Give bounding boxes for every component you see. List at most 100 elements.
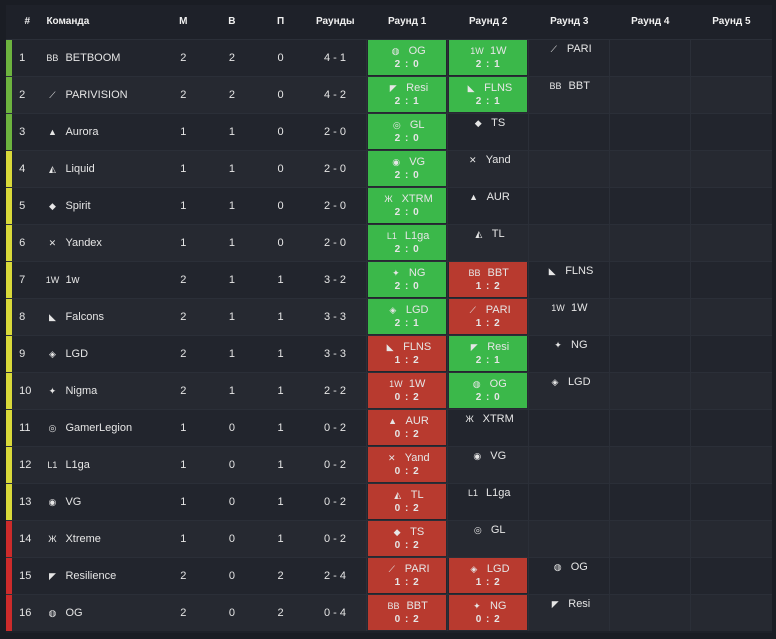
round-cell[interactable]: ✦ NG: [528, 334, 610, 372]
round-cell[interactable]: ◭ TL: [447, 223, 529, 261]
round-cell[interactable]: ◎ GL: [447, 519, 529, 557]
match-result[interactable]: ◤ Resi 2 : 1: [368, 77, 447, 112]
round-cell[interactable]: L1 L1ga 2 : 0: [366, 223, 448, 261]
match-result[interactable]: ◎ GL 2 : 0: [368, 114, 447, 149]
round-cell[interactable]: ▲ AUR 0 : 2: [366, 408, 448, 446]
team-cell[interactable]: ◣ Falcons: [40, 297, 160, 335]
match-result[interactable]: ◉ VG 2 : 0: [368, 151, 447, 186]
round-cell[interactable]: 1W 1W 2 : 1: [447, 38, 529, 76]
match-result[interactable]: ◤ Resi: [530, 595, 608, 630]
table-row[interactable]: 1 ВВ BETBOOM 2 2 0 4 - 1 ◍ OG 2 : 0 1W 1W 2 : 1 …: [6, 38, 772, 76]
round-cell[interactable]: 1W 1W 0 : 2: [366, 371, 448, 409]
match-result[interactable]: ◉ VG: [449, 447, 527, 482]
round-cell[interactable]: ◍ OG 2 : 0: [447, 371, 529, 409]
team-cell[interactable]: ◆ Spirit: [40, 186, 160, 224]
match-result[interactable]: ⟋ PARI: [530, 40, 608, 75]
match-result[interactable]: ВВ BBT: [530, 77, 608, 112]
round-cell[interactable]: ◤ Resi 2 : 1: [366, 75, 448, 113]
match-result[interactable]: ✦ NG 0 : 2: [449, 595, 528, 631]
round-cell[interactable]: 1W 1W: [528, 297, 610, 335]
round-cell[interactable]: ◣ FLNS: [528, 260, 610, 298]
round-cell[interactable]: ◣ FLNS 1 : 2: [366, 334, 448, 372]
match-result[interactable]: ✦ NG 2 : 0: [368, 262, 447, 297]
table-row[interactable]: 5 ◆ Spirit 1 1 0 2 - 0 Ж XTRM 2 : 0 ▲ AUR: [6, 186, 772, 224]
round-cell[interactable]: ⟋ PARI 1 : 2: [366, 556, 448, 594]
match-result[interactable]: ⟋ PARI 1 : 2: [449, 299, 528, 334]
match-result[interactable]: ВВ BBT 1 : 2: [449, 262, 528, 297]
match-result[interactable]: Ж XTRM 2 : 0: [368, 188, 447, 223]
team-cell[interactable]: ВВ BETBOOM: [40, 38, 160, 76]
round-cell[interactable]: ◤ Resi 2 : 1: [447, 334, 529, 372]
match-result[interactable]: Ж XTRM: [449, 410, 527, 445]
match-result[interactable]: ⟋ PARI 1 : 2: [368, 558, 447, 593]
match-result[interactable]: ◣ FLNS: [530, 262, 608, 297]
round-cell[interactable]: ▲ AUR: [447, 186, 529, 224]
team-cell[interactable]: ◎ GamerLegion: [40, 408, 160, 446]
team-cell[interactable]: ▲ Aurora: [40, 112, 160, 150]
match-result[interactable]: ✕ Yand: [449, 151, 527, 186]
round-cell[interactable]: ✦ NG 0 : 2: [447, 593, 529, 631]
round-cell[interactable]: ◉ VG 2 : 0: [366, 149, 448, 187]
round-cell[interactable]: Ж XTRM 2 : 0: [366, 186, 448, 224]
round-cell[interactable]: ◤ Resi: [528, 593, 610, 631]
match-result[interactable]: ◈ LGD 2 : 1: [368, 299, 447, 334]
table-row[interactable]: 10 ✦ Nigma 2 1 1 2 - 2 1W 1W 0 : 2 ◍ OG 2 : 0 ◈ L…: [6, 371, 772, 409]
match-result[interactable]: ✦ NG: [530, 336, 608, 371]
match-result[interactable]: ◍ OG 2 : 0: [368, 40, 447, 75]
table-row[interactable]: 6 ✕ Yandex 1 1 0 2 - 0 L1 L1ga 2 : 0 ◭ TL: [6, 223, 772, 261]
table-row[interactable]: 4 ◭ Liquid 1 1 0 2 - 0 ◉ VG 2 : 0 ✕ Yand: [6, 149, 772, 187]
match-result[interactable]: ◣ FLNS 2 : 1: [449, 77, 528, 112]
round-cell[interactable]: ◈ LGD 2 : 1: [366, 297, 448, 335]
team-cell[interactable]: ✕ Yandex: [40, 223, 160, 261]
match-result[interactable]: ▲ AUR: [449, 188, 527, 223]
table-row[interactable]: 8 ◣ Falcons 2 1 1 3 - 3 ◈ LGD 2 : 1 ⟋ PARI 1 : 2…: [6, 297, 772, 335]
match-result[interactable]: ▲ AUR 0 : 2: [368, 410, 447, 445]
match-result[interactable]: 1W 1W: [530, 299, 608, 334]
team-cell[interactable]: ◤ Resilience: [40, 556, 160, 594]
team-cell[interactable]: 1W 1w: [40, 260, 160, 298]
round-cell[interactable]: ⟋ PARI: [528, 38, 610, 76]
table-row[interactable]: 2 ⟋ PARIVISION 2 2 0 4 - 2 ◤ Resi 2 : 1 ◣ FLNS 2…: [6, 75, 772, 113]
match-result[interactable]: ◈ LGD: [530, 373, 608, 408]
table-row[interactable]: 11 ◎ GamerLegion 1 0 1 0 - 2 ▲ AUR 0 : 2 Ж XTRM: [6, 408, 772, 446]
round-cell[interactable]: ◎ GL 2 : 0: [366, 112, 448, 150]
table-row[interactable]: 9 ◈ LGD 2 1 1 3 - 3 ◣ FLNS 1 : 2 ◤ Resi 2 : 1 ✦ N…: [6, 334, 772, 372]
round-cell[interactable]: ◍ OG: [528, 556, 610, 594]
round-cell[interactable]: ✕ Yand: [447, 149, 529, 187]
team-cell[interactable]: ✦ Nigma: [40, 371, 160, 409]
match-result[interactable]: ◈ LGD 1 : 2: [449, 558, 528, 593]
team-cell[interactable]: ◍ OG: [40, 593, 160, 631]
table-row[interactable]: 15 ◤ Resilience 2 0 2 2 - 4 ⟋ PARI 1 : 2 ◈ LGD 1…: [6, 556, 772, 594]
team-cell[interactable]: ◉ VG: [40, 482, 160, 520]
round-cell[interactable]: ◍ OG 2 : 0: [366, 38, 448, 76]
match-result[interactable]: L1 L1ga: [449, 484, 527, 519]
match-result[interactable]: ◆ TS: [449, 114, 527, 149]
match-result[interactable]: 1W 1W 0 : 2: [368, 373, 447, 408]
round-cell[interactable]: ◈ LGD 1 : 2: [447, 556, 529, 594]
team-cell[interactable]: ◈ LGD: [40, 334, 160, 372]
round-cell[interactable]: Ж XTRM: [447, 408, 529, 446]
table-row[interactable]: 12 L1 L1ga 1 0 1 0 - 2 ✕ Yand 0 : 2 ◉ VG: [6, 445, 772, 483]
match-result[interactable]: ✕ Yand 0 : 2: [368, 447, 447, 482]
table-row[interactable]: 14 Ж Xtreme 1 0 1 0 - 2 ◆ TS 0 : 2 ◎ GL: [6, 519, 772, 557]
round-cell[interactable]: ⟋ PARI 1 : 2: [447, 297, 529, 335]
match-result[interactable]: ВВ BBT 0 : 2: [368, 595, 447, 631]
match-result[interactable]: 1W 1W 2 : 1: [449, 40, 528, 75]
round-cell[interactable]: ◭ TL 0 : 2: [366, 482, 448, 520]
round-cell[interactable]: ВВ BBT 0 : 2: [366, 593, 448, 631]
table-row[interactable]: 7 1W 1w 2 1 1 3 - 2 ✦ NG 2 : 0 ВВ BBT 1 : 2 ◣ FLN…: [6, 260, 772, 298]
round-cell[interactable]: ◈ LGD: [528, 371, 610, 409]
team-cell[interactable]: L1 L1ga: [40, 445, 160, 483]
match-result[interactable]: L1 L1ga 2 : 0: [368, 225, 447, 260]
team-cell[interactable]: Ж Xtreme: [40, 519, 160, 557]
match-result[interactable]: ◭ TL 0 : 2: [368, 484, 447, 519]
match-result[interactable]: ◣ FLNS 1 : 2: [368, 336, 447, 371]
round-cell[interactable]: L1 L1ga: [447, 482, 529, 520]
table-row[interactable]: 13 ◉ VG 1 0 1 0 - 2 ◭ TL 0 : 2 L1 L1ga: [6, 482, 772, 520]
round-cell[interactable]: ◆ TS: [447, 112, 529, 150]
table-row[interactable]: 16 ◍ OG 2 0 2 0 - 4 ВВ BBT 0 : 2 ✦ NG 0 : 2 ◤ Res…: [6, 593, 772, 631]
round-cell[interactable]: ✦ NG 2 : 0: [366, 260, 448, 298]
round-cell[interactable]: ◉ VG: [447, 445, 529, 483]
round-cell[interactable]: ◣ FLNS 2 : 1: [447, 75, 529, 113]
match-result[interactable]: ◍ OG 2 : 0: [449, 373, 528, 408]
